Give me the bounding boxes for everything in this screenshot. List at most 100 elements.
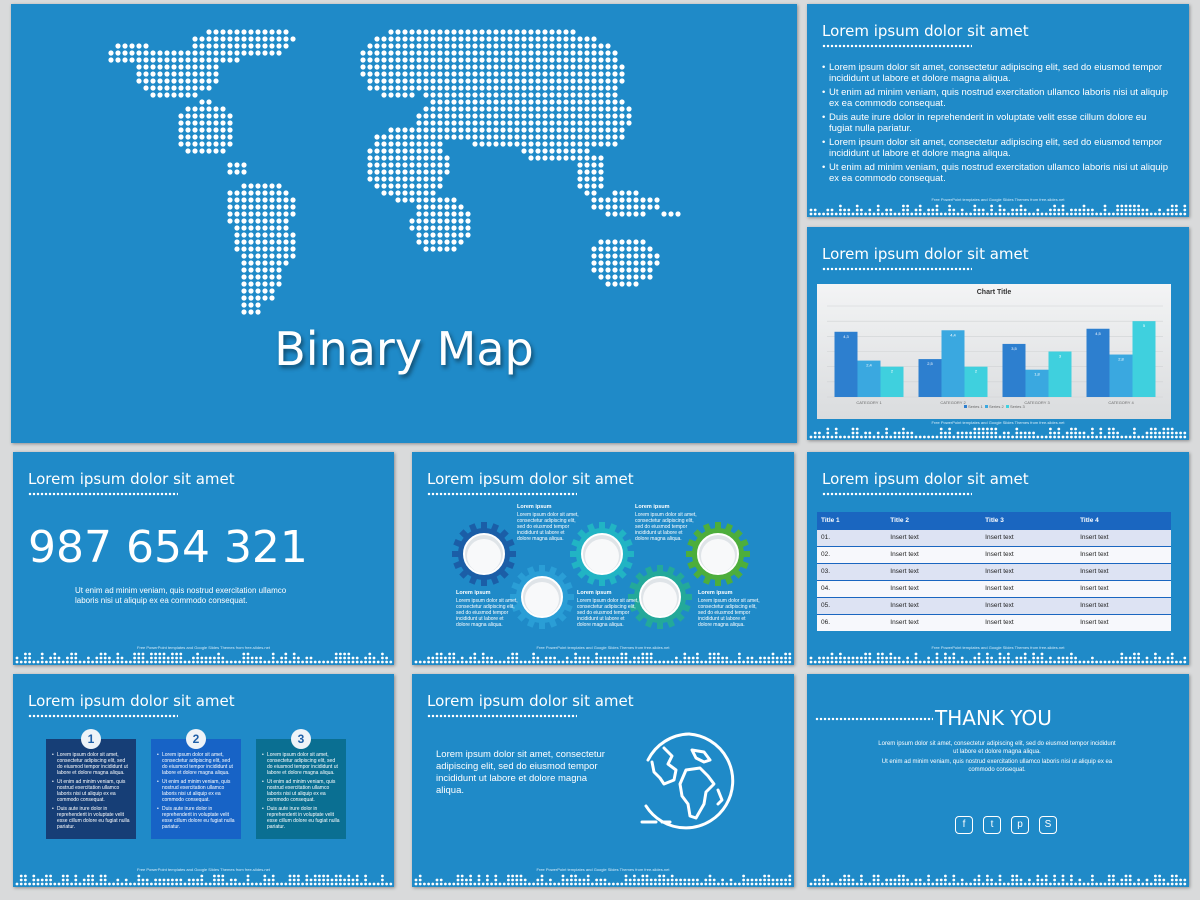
footer-dot bbox=[414, 878, 418, 882]
footer-dot bbox=[1061, 878, 1065, 882]
facebook-icon[interactable]: f bbox=[955, 816, 973, 834]
footer-dot bbox=[607, 660, 611, 664]
map-dot bbox=[549, 78, 555, 84]
footer-dot bbox=[712, 882, 716, 886]
footer-dot bbox=[1007, 212, 1010, 216]
footer-dot bbox=[973, 878, 977, 882]
map-dot bbox=[430, 99, 436, 105]
pinterest-icon[interactable]: p bbox=[1011, 816, 1029, 834]
map-dot bbox=[437, 246, 443, 252]
footer-dot bbox=[843, 882, 846, 886]
footer-dot bbox=[927, 208, 930, 212]
footer-dot bbox=[624, 882, 628, 886]
map-dot bbox=[255, 190, 261, 196]
slide-gears[interactable]: Lorem ipsum dolor sit amet Lorem ipsum Lo… bbox=[412, 452, 794, 665]
map-dot bbox=[395, 71, 401, 77]
map-dot bbox=[290, 232, 296, 238]
map-dot bbox=[388, 71, 394, 77]
map-dot bbox=[276, 43, 282, 49]
footer-dot bbox=[473, 652, 477, 656]
footer-dot bbox=[515, 660, 519, 664]
map-dot bbox=[241, 288, 247, 294]
footer-dot bbox=[549, 660, 552, 664]
footer-dot bbox=[851, 660, 855, 664]
footer-dot bbox=[1141, 208, 1145, 212]
footer-dot bbox=[956, 435, 960, 439]
map-dot bbox=[437, 127, 443, 133]
footer-dot bbox=[1137, 208, 1140, 212]
slide-table[interactable]: Lorem ipsum dolor sit amet Title 1 Title… bbox=[807, 452, 1189, 665]
footer-dot bbox=[1120, 656, 1124, 660]
footer-dot bbox=[1120, 204, 1124, 208]
footer-dot bbox=[910, 431, 914, 435]
slide-bullets[interactable]: Lorem ipsum dolor sit amet Lorem ipsum d… bbox=[807, 4, 1189, 217]
footer-dot bbox=[477, 882, 481, 886]
table-cell: 03. bbox=[817, 562, 887, 580]
map-dot bbox=[451, 92, 457, 98]
footer-dot bbox=[297, 874, 300, 878]
footer-dot bbox=[1149, 660, 1153, 664]
footer-dot bbox=[834, 431, 838, 435]
footer-dot bbox=[645, 882, 649, 886]
slide-thank-you[interactable]: THANK YOU Lorem ipsum dolor sit amet, co… bbox=[807, 674, 1189, 887]
map-dot bbox=[276, 246, 282, 252]
slide-big-number[interactable]: Lorem ipsum dolor sit amet 987 654 321 U… bbox=[13, 452, 394, 665]
map-dot bbox=[381, 57, 387, 63]
footer-dot bbox=[839, 435, 842, 439]
map-dot bbox=[276, 239, 282, 245]
footer-dot bbox=[628, 882, 632, 886]
footer-dot bbox=[187, 882, 191, 886]
footer-dot bbox=[355, 882, 359, 886]
twitter-icon[interactable]: t bbox=[983, 816, 1001, 834]
map-dot bbox=[283, 43, 289, 49]
footer-dot bbox=[1103, 660, 1107, 664]
map-dot bbox=[612, 78, 618, 84]
footer-dot bbox=[74, 660, 78, 664]
slide-globe[interactable]: Lorem ipsum dolor sit amet Lorem ipsum d… bbox=[412, 674, 794, 887]
footer-dot bbox=[469, 882, 472, 886]
footer-dot bbox=[855, 660, 859, 664]
footer-dot bbox=[351, 882, 355, 886]
map-dot bbox=[598, 57, 604, 63]
map-dot bbox=[381, 71, 387, 77]
map-dot bbox=[633, 190, 639, 196]
footer-dot bbox=[591, 882, 594, 886]
footer-dot bbox=[902, 204, 905, 208]
map-dot bbox=[458, 218, 464, 224]
map-dot bbox=[199, 127, 205, 133]
footer-dot bbox=[435, 882, 439, 886]
slide-chart[interactable]: Lorem ipsum dolor sit amet Chart Title 4… bbox=[807, 227, 1189, 440]
footer-dot bbox=[1032, 652, 1035, 656]
map-dot bbox=[423, 162, 429, 168]
footer-dot bbox=[935, 882, 939, 886]
slide-title-map[interactable]: Binary Map bbox=[11, 4, 797, 443]
map-dot bbox=[416, 57, 422, 63]
map-dot bbox=[528, 36, 534, 42]
legend-label: Series 1 bbox=[968, 404, 983, 409]
map-dot bbox=[619, 134, 625, 140]
footer-dot bbox=[32, 878, 36, 882]
footer-dot bbox=[322, 882, 325, 886]
footer-dot bbox=[561, 878, 565, 882]
map-dot bbox=[423, 120, 429, 126]
footer-dot bbox=[486, 656, 489, 660]
map-dot bbox=[612, 113, 618, 119]
footer-dot bbox=[565, 878, 569, 882]
map-dot bbox=[598, 43, 604, 49]
footer-dot bbox=[78, 882, 82, 886]
map-dot bbox=[409, 225, 415, 231]
slide-numbered-boxes[interactable]: Lorem ipsum dolor sit amet Lorem ipsum d… bbox=[13, 674, 394, 887]
map-dot bbox=[598, 239, 604, 245]
footer-credit: Free PowerPoint templates and Google Sli… bbox=[137, 867, 270, 872]
map-dot bbox=[248, 218, 254, 224]
footer-dot bbox=[154, 652, 158, 656]
skype-icon[interactable]: S bbox=[1039, 816, 1057, 834]
footer-dot bbox=[738, 882, 741, 886]
footer-dot bbox=[1107, 874, 1111, 878]
footer-dot bbox=[885, 882, 888, 886]
map-dot bbox=[570, 92, 576, 98]
map-dot bbox=[458, 29, 464, 35]
map-dot bbox=[199, 85, 205, 91]
map-dot bbox=[612, 92, 618, 98]
footer-dot bbox=[137, 882, 141, 886]
